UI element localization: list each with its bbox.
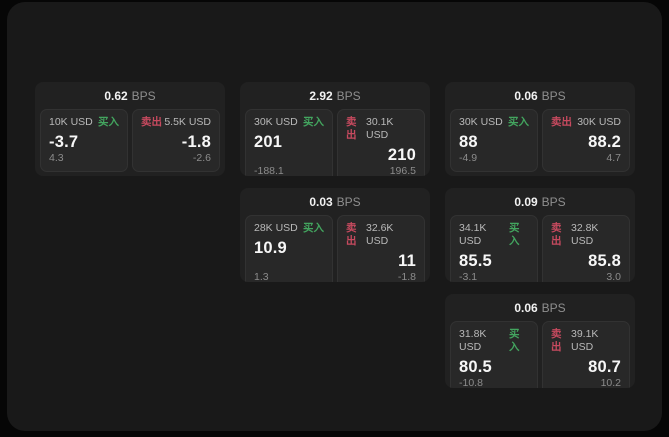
- sell-price: -1.8: [181, 133, 211, 151]
- quote-card: 0.09 BPS 34.1K USD 买入 85.5 -3.1 卖出 32.8K…: [445, 188, 635, 282]
- buy-quote-panel[interactable]: 34.1K USD 买入 85.5 -3.1: [450, 215, 538, 282]
- sell-price: 11: [398, 252, 416, 270]
- buy-change: -188.1: [254, 165, 284, 176]
- buy-price: 85.5: [459, 252, 492, 270]
- buy-side-label: 买入: [508, 116, 529, 128]
- buy-amount-label: 31.8K USD: [459, 328, 487, 353]
- bps-header: 0.06 BPS: [445, 82, 635, 109]
- sell-side-label: 卖出: [551, 116, 572, 128]
- bps-unit: BPS: [541, 88, 566, 103]
- quote-panels: 10K USD 买入 -3.7 4.3 卖出 5.5K USD -1.8 -2.…: [35, 109, 225, 176]
- quote-card: 0.06 BPS 30K USD 买入 88 -4.9 卖出 30K USD 8…: [445, 82, 635, 176]
- bps-value: 2.92: [309, 88, 333, 103]
- sell-change: 10.2: [600, 377, 621, 388]
- bps-header: 2.92 BPS: [240, 82, 430, 109]
- sell-side-label: 卖出: [551, 222, 562, 247]
- sell-side-label: 卖出: [346, 222, 357, 247]
- quote-card: 0.62 BPS 10K USD 买入 -3.7 4.3 卖出 5.5K USD…: [35, 82, 225, 176]
- bps-value: 0.06: [514, 300, 538, 315]
- bps-header: 0.09 BPS: [445, 188, 635, 215]
- buy-price: -3.7: [49, 133, 79, 151]
- quote-panels: 30K USD 买入 88 -4.9 卖出 30K USD 88.2 4.7: [445, 109, 635, 176]
- bps-unit: BPS: [541, 194, 566, 209]
- buy-change: -10.8: [459, 377, 483, 388]
- sell-change: 196.5: [389, 165, 416, 176]
- sell-quote-panel[interactable]: 卖出 32.6K USD 11 -1.8: [337, 215, 425, 282]
- buy-price: 10.9: [254, 239, 287, 257]
- buy-quote-panel[interactable]: 30K USD 买入 88 -4.9: [450, 109, 538, 172]
- bps-unit: BPS: [541, 300, 566, 315]
- bps-header: 0.62 BPS: [35, 82, 225, 109]
- buy-quote-panel[interactable]: 10K USD 买入 -3.7 4.3: [40, 109, 128, 172]
- sell-amount-label: 30K USD: [577, 116, 621, 128]
- sell-price: 85.8: [588, 252, 621, 270]
- quote-card: 2.92 BPS 30K USD 买入 201 -188.1 卖出 30.1K …: [240, 82, 430, 176]
- buy-quote-panel[interactable]: 30K USD 买入 201 -188.1: [245, 109, 333, 176]
- sell-price: 88.2: [588, 133, 621, 151]
- sell-amount-label: 32.8K USD: [570, 222, 599, 247]
- buy-side-label: 买入: [98, 116, 119, 128]
- buy-side-label: 买入: [509, 328, 520, 353]
- buy-change: -4.9: [459, 152, 478, 164]
- sell-quote-panel[interactable]: 卖出 5.5K USD -1.8 -2.6: [132, 109, 220, 172]
- buy-price: 201: [254, 133, 283, 151]
- buy-amount-label: 30K USD: [459, 116, 503, 128]
- sell-quote-panel[interactable]: 卖出 30.1K USD 210 196.5: [337, 109, 425, 176]
- buy-quote-panel[interactable]: 31.8K USD 买入 80.5 -10.8: [450, 321, 538, 388]
- bps-header: 0.03 BPS: [240, 188, 430, 215]
- sell-change: -1.8: [397, 271, 416, 282]
- bps-value: 0.09: [514, 194, 538, 209]
- quote-grid: 0.62 BPS 10K USD 买入 -3.7 4.3 卖出 5.5K USD…: [35, 82, 635, 388]
- quote-card: 0.03 BPS 28K USD 买入 10.9 1.3 卖出 32.6K US…: [240, 188, 430, 282]
- buy-price: 88: [459, 133, 478, 151]
- quote-panels: 31.8K USD 买入 80.5 -10.8 卖出 39.1K USD 80.…: [445, 321, 635, 388]
- buy-amount-label: 34.1K USD: [459, 222, 487, 247]
- quote-card: 0.06 BPS 31.8K USD 买入 80.5 -10.8 卖出 39.1…: [445, 294, 635, 388]
- buy-price: 80.5: [459, 358, 492, 376]
- bps-value: 0.62: [104, 88, 128, 103]
- buy-side-label: 买入: [303, 222, 324, 234]
- sell-quote-panel[interactable]: 卖出 30K USD 88.2 4.7: [542, 109, 630, 172]
- buy-side-label: 买入: [303, 116, 324, 128]
- bps-unit: BPS: [336, 88, 361, 103]
- bps-header: 0.06 BPS: [445, 294, 635, 321]
- sell-side-label: 卖出: [346, 116, 357, 141]
- bps-value: 0.03: [309, 194, 333, 209]
- buy-change: 4.3: [49, 152, 64, 164]
- sell-quote-panel[interactable]: 卖出 39.1K USD 80.7 10.2: [542, 321, 630, 388]
- quote-panels: 30K USD 买入 201 -188.1 卖出 30.1K USD 210 1…: [240, 109, 430, 176]
- buy-quote-panel[interactable]: 28K USD 买入 10.9 1.3: [245, 215, 333, 282]
- sell-quote-panel[interactable]: 卖出 32.8K USD 85.8 3.0: [542, 215, 630, 282]
- sell-price: 210: [387, 146, 416, 164]
- quote-panels: 28K USD 买入 10.9 1.3 卖出 32.6K USD 11 -1.8: [240, 215, 430, 282]
- buy-amount-label: 30K USD: [254, 116, 298, 128]
- sell-price: 80.7: [588, 358, 621, 376]
- sell-side-label: 卖出: [551, 328, 562, 353]
- buy-amount-label: 28K USD: [254, 222, 298, 234]
- bps-unit: BPS: [336, 194, 361, 209]
- buy-change: 1.3: [254, 271, 269, 282]
- sell-side-label: 卖出: [141, 116, 162, 128]
- sell-amount-label: 32.6K USD: [365, 222, 394, 247]
- sell-change: 4.7: [606, 152, 621, 164]
- sell-amount-label: 30.1K USD: [365, 116, 394, 141]
- sell-amount-label: 5.5K USD: [164, 116, 211, 128]
- quote-panels: 34.1K USD 买入 85.5 -3.1 卖出 32.8K USD 85.8…: [445, 215, 635, 282]
- bps-unit: BPS: [131, 88, 156, 103]
- buy-amount-label: 10K USD: [49, 116, 93, 128]
- sell-change: 3.0: [606, 271, 621, 282]
- sell-change: -2.6: [192, 152, 211, 164]
- buy-side-label: 买入: [509, 222, 520, 247]
- buy-change: -3.1: [459, 271, 478, 282]
- bps-value: 0.06: [514, 88, 538, 103]
- sell-amount-label: 39.1K USD: [570, 328, 599, 353]
